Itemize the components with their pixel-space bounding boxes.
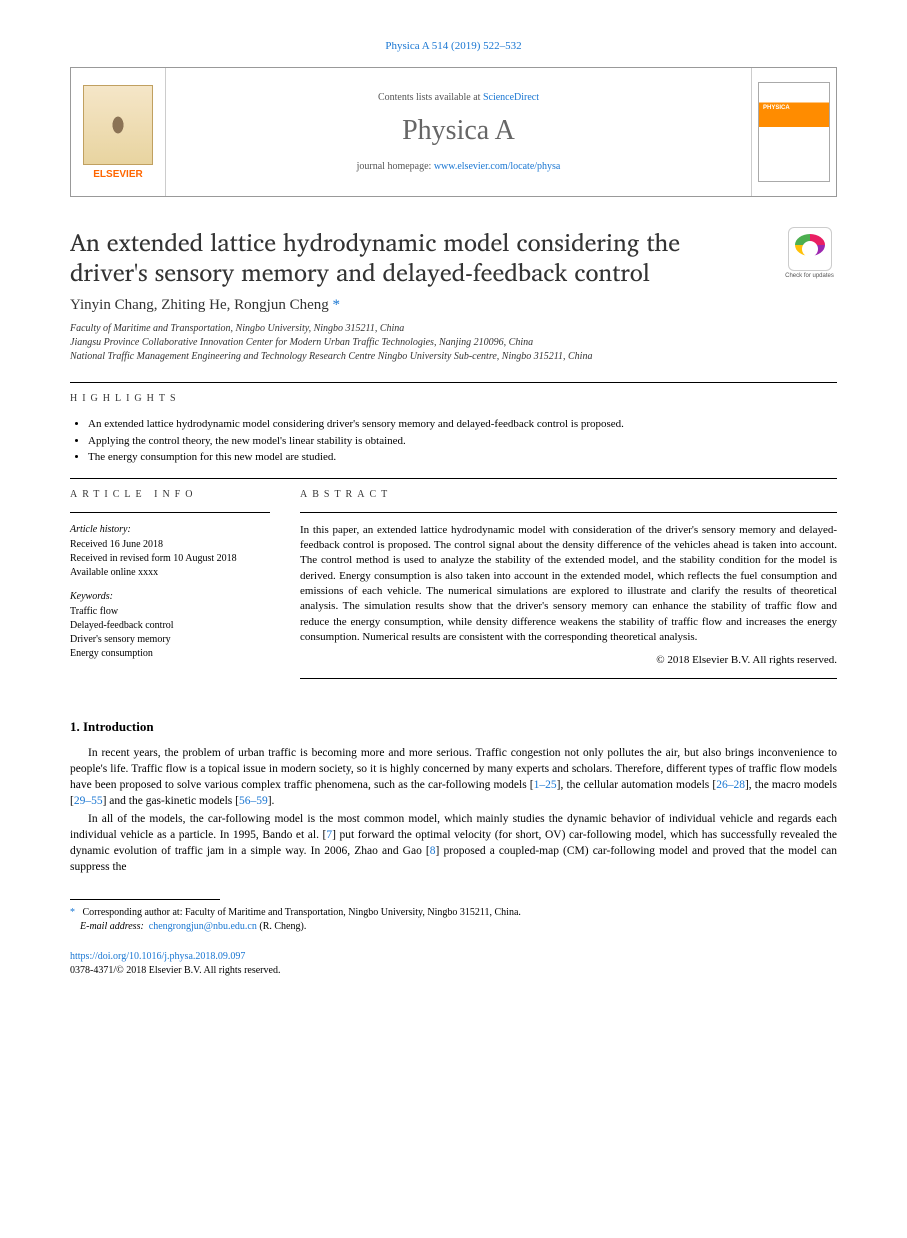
keyword-item: Delayed-feedback control (70, 619, 270, 633)
divider (70, 478, 837, 479)
text-run: ]. (268, 795, 275, 807)
journal-header: ELSEVIER Contents lists available at Sci… (70, 67, 837, 197)
keyword-item: Driver's sensory memory (70, 633, 270, 647)
journal-cover-icon (758, 82, 830, 182)
abstract-col: abstract In this paper, an extended latt… (300, 489, 837, 689)
contents-line: Contents lists available at ScienceDirec… (176, 92, 741, 103)
sciencedirect-link[interactable]: ScienceDirect (483, 92, 539, 103)
article-history: Article history: Received 16 June 2018 R… (70, 523, 270, 661)
history-revised: Received in revised form 10 August 2018 (70, 552, 270, 566)
keyword-item: Traffic flow (70, 605, 270, 619)
section-heading-intro: 1. Introduction (70, 719, 837, 735)
intro-paragraph: In recent years, the problem of urban tr… (70, 745, 837, 809)
email-footnote: E-mail address: chengrongjun@nbu.edu.cn … (70, 920, 837, 934)
elsevier-label: ELSEVIER (93, 169, 142, 180)
text-run: ] and the gas-kinetic models [ (103, 795, 239, 807)
check-updates-widget[interactable]: Check for updates (782, 227, 837, 279)
highlight-item: An extended lattice hydrodynamic model c… (88, 416, 837, 433)
footnotes: * Corresponding author at: Faculty of Ma… (70, 906, 837, 934)
doi-link[interactable]: https://doi.org/10.1016/j.physa.2018.09.… (70, 950, 837, 964)
email-suffix: (R. Cheng). (259, 921, 306, 932)
highlight-item: Applying the control theory, the new mod… (88, 433, 837, 450)
email-label: E-mail address: (80, 921, 144, 932)
elsevier-tree-icon (83, 85, 153, 165)
history-header: Article history: (70, 523, 270, 537)
title-row: An extended lattice hydrodynamic model c… (70, 227, 837, 287)
paper-title: An extended lattice hydrodynamic model c… (70, 227, 762, 287)
highlights-list: An extended lattice hydrodynamic model c… (88, 416, 837, 466)
affiliations: Faculty of Maritime and Transportation, … (70, 322, 837, 364)
divider (70, 382, 837, 383)
corresponding-footnote: * Corresponding author at: Faculty of Ma… (70, 906, 837, 920)
page-footer: https://doi.org/10.1016/j.physa.2018.09.… (70, 950, 837, 978)
footnote-star: * (70, 907, 75, 918)
intro-paragraph: In all of the models, the car-following … (70, 811, 837, 875)
info-abstract-row: article info Article history: Received 1… (70, 489, 837, 689)
text-run: ], the cellular automation models [ (557, 779, 717, 791)
corresponding-text: Corresponding author at: Faculty of Mari… (83, 907, 521, 918)
highlights-label: highlights (70, 393, 837, 404)
article-info-label: article info (70, 489, 270, 500)
email-link[interactable]: chengrongjun@nbu.edu.cn (149, 921, 257, 932)
keyword-item: Energy consumption (70, 647, 270, 661)
keywords-header: Keywords: (70, 590, 270, 604)
citation-link[interactable]: 56–59 (239, 795, 268, 807)
citation-link[interactable]: 1–25 (534, 779, 557, 791)
abstract-text: In this paper, an extended lattice hydro… (300, 523, 837, 646)
journal-reference: Physica A 514 (2019) 522–532 (70, 40, 837, 52)
publisher-logo-cell: ELSEVIER (71, 68, 166, 196)
journal-name: Physica A (176, 115, 741, 147)
citation-link[interactable]: 29–55 (74, 795, 103, 807)
divider (300, 512, 837, 513)
history-received: Received 16 June 2018 (70, 538, 270, 552)
contents-prefix: Contents lists available at (378, 92, 483, 103)
history-available: Available online xxxx (70, 566, 270, 580)
affiliation-line: National Traffic Management Engineering … (70, 350, 837, 364)
highlight-item: The energy consumption for this new mode… (88, 449, 837, 466)
header-center: Contents lists available at ScienceDirec… (166, 68, 751, 196)
homepage-prefix: journal homepage: (357, 161, 434, 172)
abstract-label: abstract (300, 489, 837, 500)
check-updates-label: Check for updates (782, 273, 837, 279)
citation-link[interactable]: 26–28 (716, 779, 745, 791)
affiliation-line: Jiangsu Province Collaborative Innovatio… (70, 336, 837, 350)
footnote-divider (70, 899, 220, 900)
issn-copyright: 0378-4371/© 2018 Elsevier B.V. All right… (70, 964, 837, 978)
homepage-line: journal homepage: www.elsevier.com/locat… (176, 161, 741, 172)
homepage-link[interactable]: www.elsevier.com/locate/physa (434, 161, 561, 172)
affiliation-line: Faculty of Maritime and Transportation, … (70, 322, 837, 336)
author-list: Yinyin Chang, Zhiting He, Rongjun Cheng … (70, 297, 837, 314)
crossmark-icon (788, 227, 832, 271)
corresponding-mark: * (333, 297, 341, 313)
abstract-copyright: © 2018 Elsevier B.V. All rights reserved… (300, 654, 837, 666)
article-info-col: article info Article history: Received 1… (70, 489, 270, 689)
divider (70, 512, 270, 513)
divider (300, 678, 837, 679)
authors-text: Yinyin Chang, Zhiting He, Rongjun Cheng (70, 297, 329, 313)
cover-cell (751, 68, 836, 196)
